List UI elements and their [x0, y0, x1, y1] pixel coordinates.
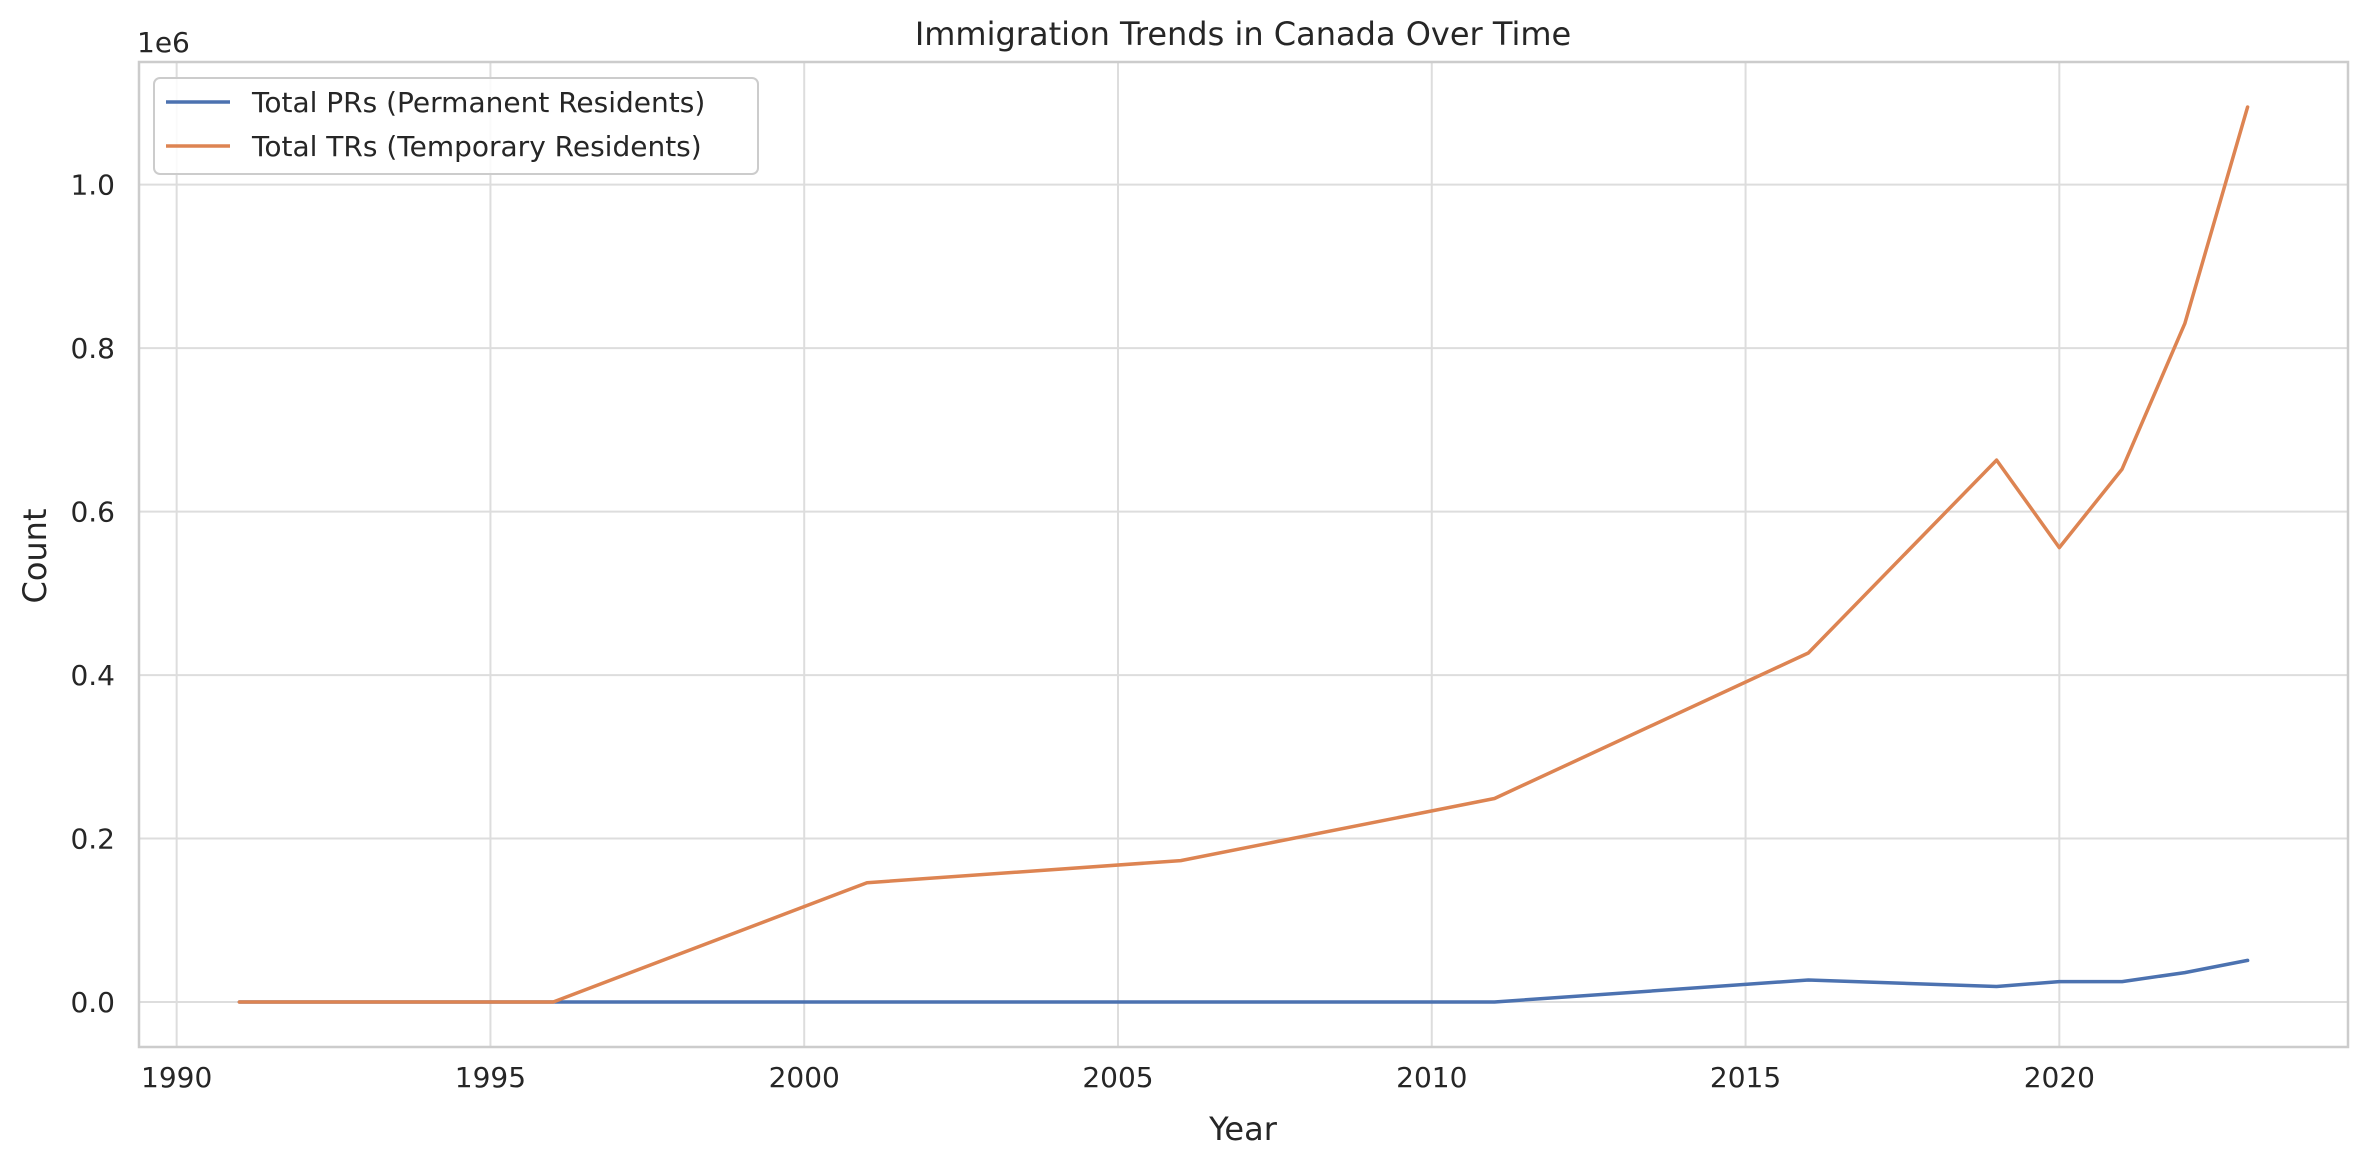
legend-box: [153, 77, 759, 175]
series-line-trs: [237, 105, 2250, 1004]
y-tick-label: 0.4: [70, 659, 115, 692]
y-tick-label: 0.0: [70, 986, 115, 1019]
y-tick-label: 0.6: [70, 496, 115, 529]
legend: Total PRs (Permanent Residents) Total TR…: [153, 77, 759, 175]
tick-labels: 1990 1995 2000 2005 2010 2015 2020 0.0 0.2 0.4 0.6…: [70, 169, 2094, 1094]
series-lines: [237, 105, 2250, 1004]
legend-label-trs: Total TRs (Temporary Residents): [251, 130, 702, 163]
x-tick-label: 2005: [1082, 1061, 1153, 1094]
y-tick-label: 0.2: [70, 823, 115, 856]
x-tick-label: 2010: [1396, 1061, 1467, 1094]
grid-lines: [139, 62, 2348, 1047]
y-offset-label: 1e6: [137, 26, 190, 59]
x-axis-label: Year: [1208, 1110, 1278, 1148]
y-axis-label: Count: [16, 508, 54, 603]
chart-title: Immigration Trends in Canada Over Time: [915, 15, 1571, 53]
x-tick-label: 2020: [2024, 1061, 2095, 1094]
y-tick-label: 1.0: [70, 169, 115, 202]
x-tick-label: 2015: [1710, 1061, 1781, 1094]
x-tick-label: 1995: [455, 1061, 526, 1094]
legend-label-prs: Total PRs (Permanent Residents): [251, 86, 705, 119]
plot-frame: [137, 60, 2350, 1049]
x-tick-label: 1990: [141, 1061, 212, 1094]
x-tick-label: 2000: [769, 1061, 840, 1094]
series-line-prs: [237, 958, 2250, 1004]
y-tick-label: 0.8: [70, 332, 115, 365]
